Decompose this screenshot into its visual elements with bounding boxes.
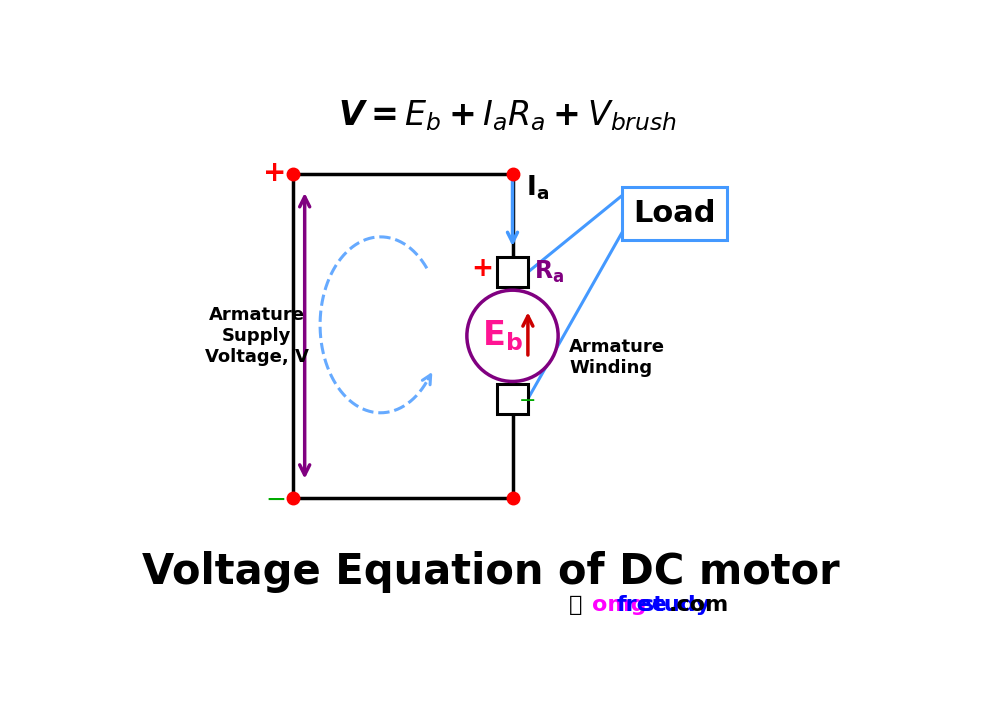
Text: Voltage Equation of DC motor: Voltage Equation of DC motor — [142, 551, 839, 593]
Text: $\boldsymbol{V = E_b + I_a R_a + V_{brush}}$: $\boldsymbol{V = E_b + I_a R_a + V_{brus… — [338, 99, 676, 134]
Text: +: + — [471, 256, 493, 282]
Circle shape — [467, 290, 558, 381]
Text: $-$: $-$ — [265, 487, 285, 511]
Bar — [497, 257, 528, 288]
Text: $-$: $-$ — [518, 389, 535, 409]
Text: Load: Load — [633, 199, 716, 228]
Text: $\mathbf{R_a}$: $\mathbf{R_a}$ — [534, 259, 565, 286]
Text: +: + — [263, 159, 287, 186]
Text: omg: omg — [592, 595, 647, 615]
Text: $\mathbf{E_b}$: $\mathbf{E_b}$ — [482, 318, 523, 353]
Bar — [497, 384, 528, 414]
Text: $\mathbf{I_a}$: $\mathbf{I_a}$ — [526, 174, 549, 202]
Text: .com: .com — [669, 595, 729, 615]
Bar — [622, 187, 727, 240]
Text: free: free — [616, 595, 667, 615]
Text: Armature
Winding: Armature Winding — [569, 338, 665, 377]
Text: study: study — [641, 595, 711, 615]
Text: Armature
Supply
Voltage, V: Armature Supply Voltage, V — [205, 306, 309, 366]
Text: 📚: 📚 — [569, 595, 582, 615]
